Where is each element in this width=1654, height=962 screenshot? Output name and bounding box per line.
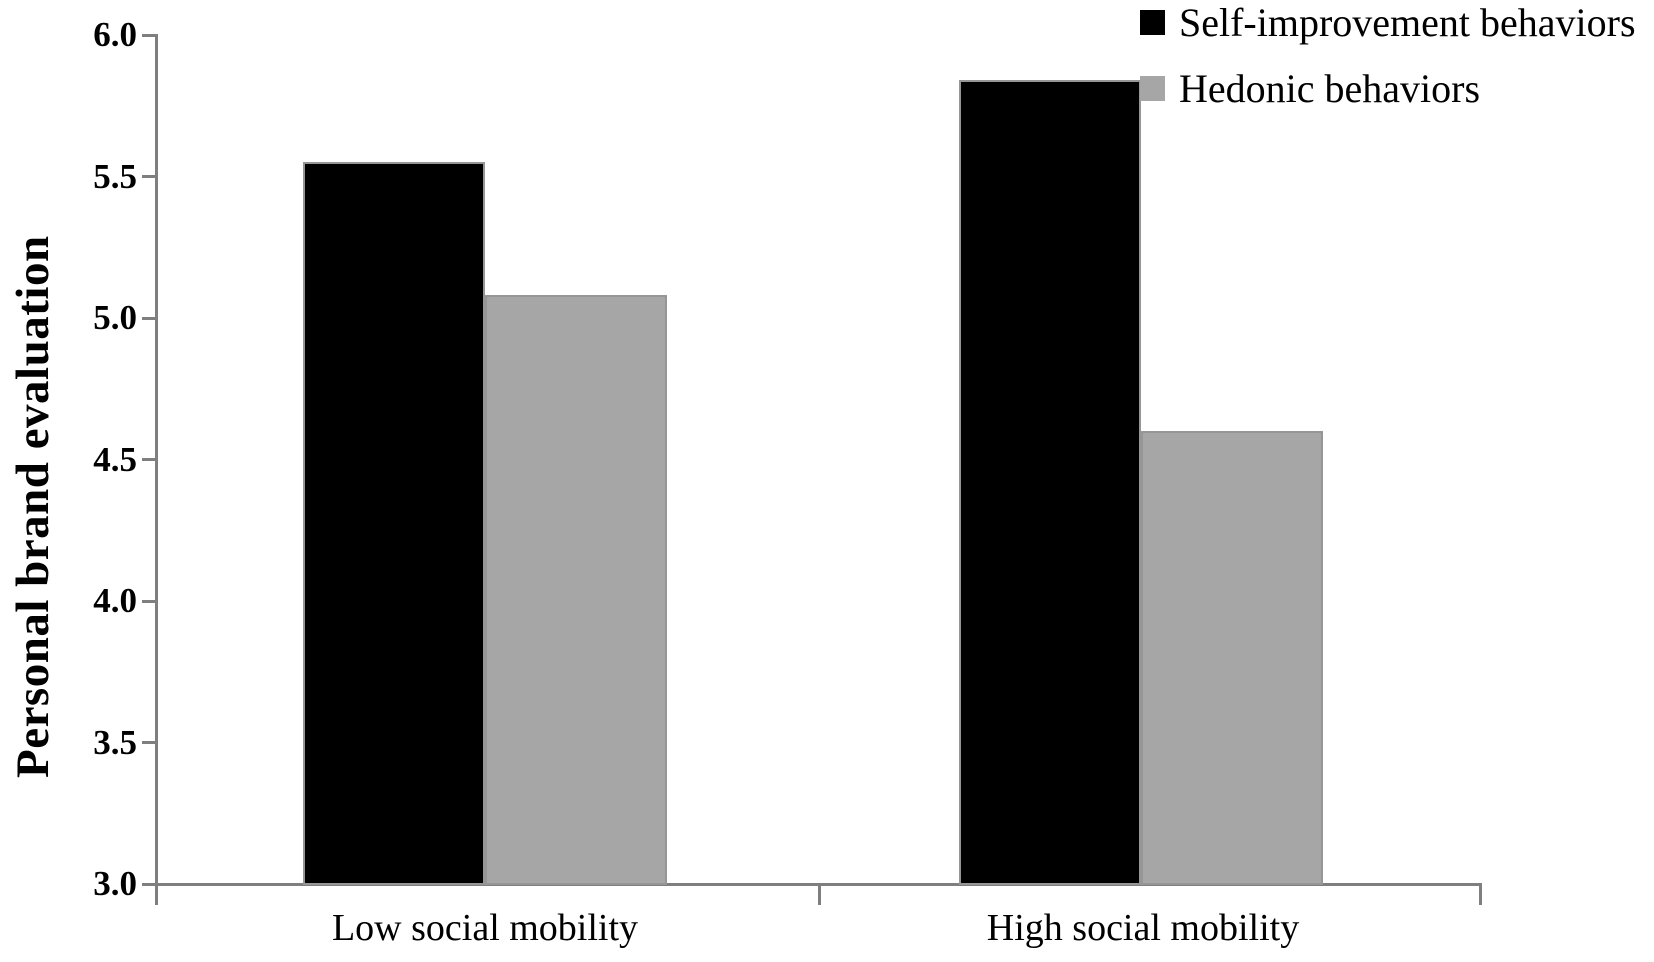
bar-self-improvement-behaviors-high-social-mobility [959, 80, 1141, 885]
x-tick [155, 883, 158, 905]
x-tick [1479, 883, 1482, 905]
y-tick-label: 3.5 [93, 722, 137, 762]
category-label-high-social-mobility: High social mobility [986, 907, 1300, 949]
y-tick [142, 458, 155, 461]
y-tick-label: 6.0 [93, 15, 137, 54]
y-tick-label: 5.5 [93, 156, 137, 196]
legend-label: Hedonic behaviors [1179, 65, 1481, 111]
y-tick-label: 4.0 [93, 581, 137, 620]
legend: Self-improvement behaviors Hedonic behav… [1140, 0, 1636, 132]
y-tick [142, 599, 155, 603]
y-tick-label: 4.5 [93, 439, 137, 479]
category-label-low-social-mobility: Low social mobility [331, 907, 639, 949]
bar-hedonic-behaviors-high-social-mobility [1141, 431, 1323, 885]
y-tick [142, 741, 155, 744]
y-tick [142, 882, 155, 886]
y-tick [142, 33, 155, 37]
y-tick-label: 5.0 [93, 298, 137, 337]
legend-swatch-self-improvement [1140, 9, 1165, 35]
y-tick-label: 3.0 [93, 864, 137, 903]
bar-hedonic-behaviors-low-social-mobility [485, 295, 667, 885]
y-tick [142, 316, 155, 320]
y-tick [142, 175, 155, 178]
bar-self-improvement-behaviors-low-social-mobility [303, 162, 485, 885]
y-axis-line [155, 34, 158, 905]
x-tick [818, 883, 821, 905]
legend-item: Self-improvement behaviors [1140, 0, 1636, 45]
legend-label: Self-improvement behaviors [1179, 0, 1636, 45]
legend-item: Hedonic behaviors [1140, 65, 1636, 111]
legend-swatch-hedonic [1140, 75, 1165, 101]
